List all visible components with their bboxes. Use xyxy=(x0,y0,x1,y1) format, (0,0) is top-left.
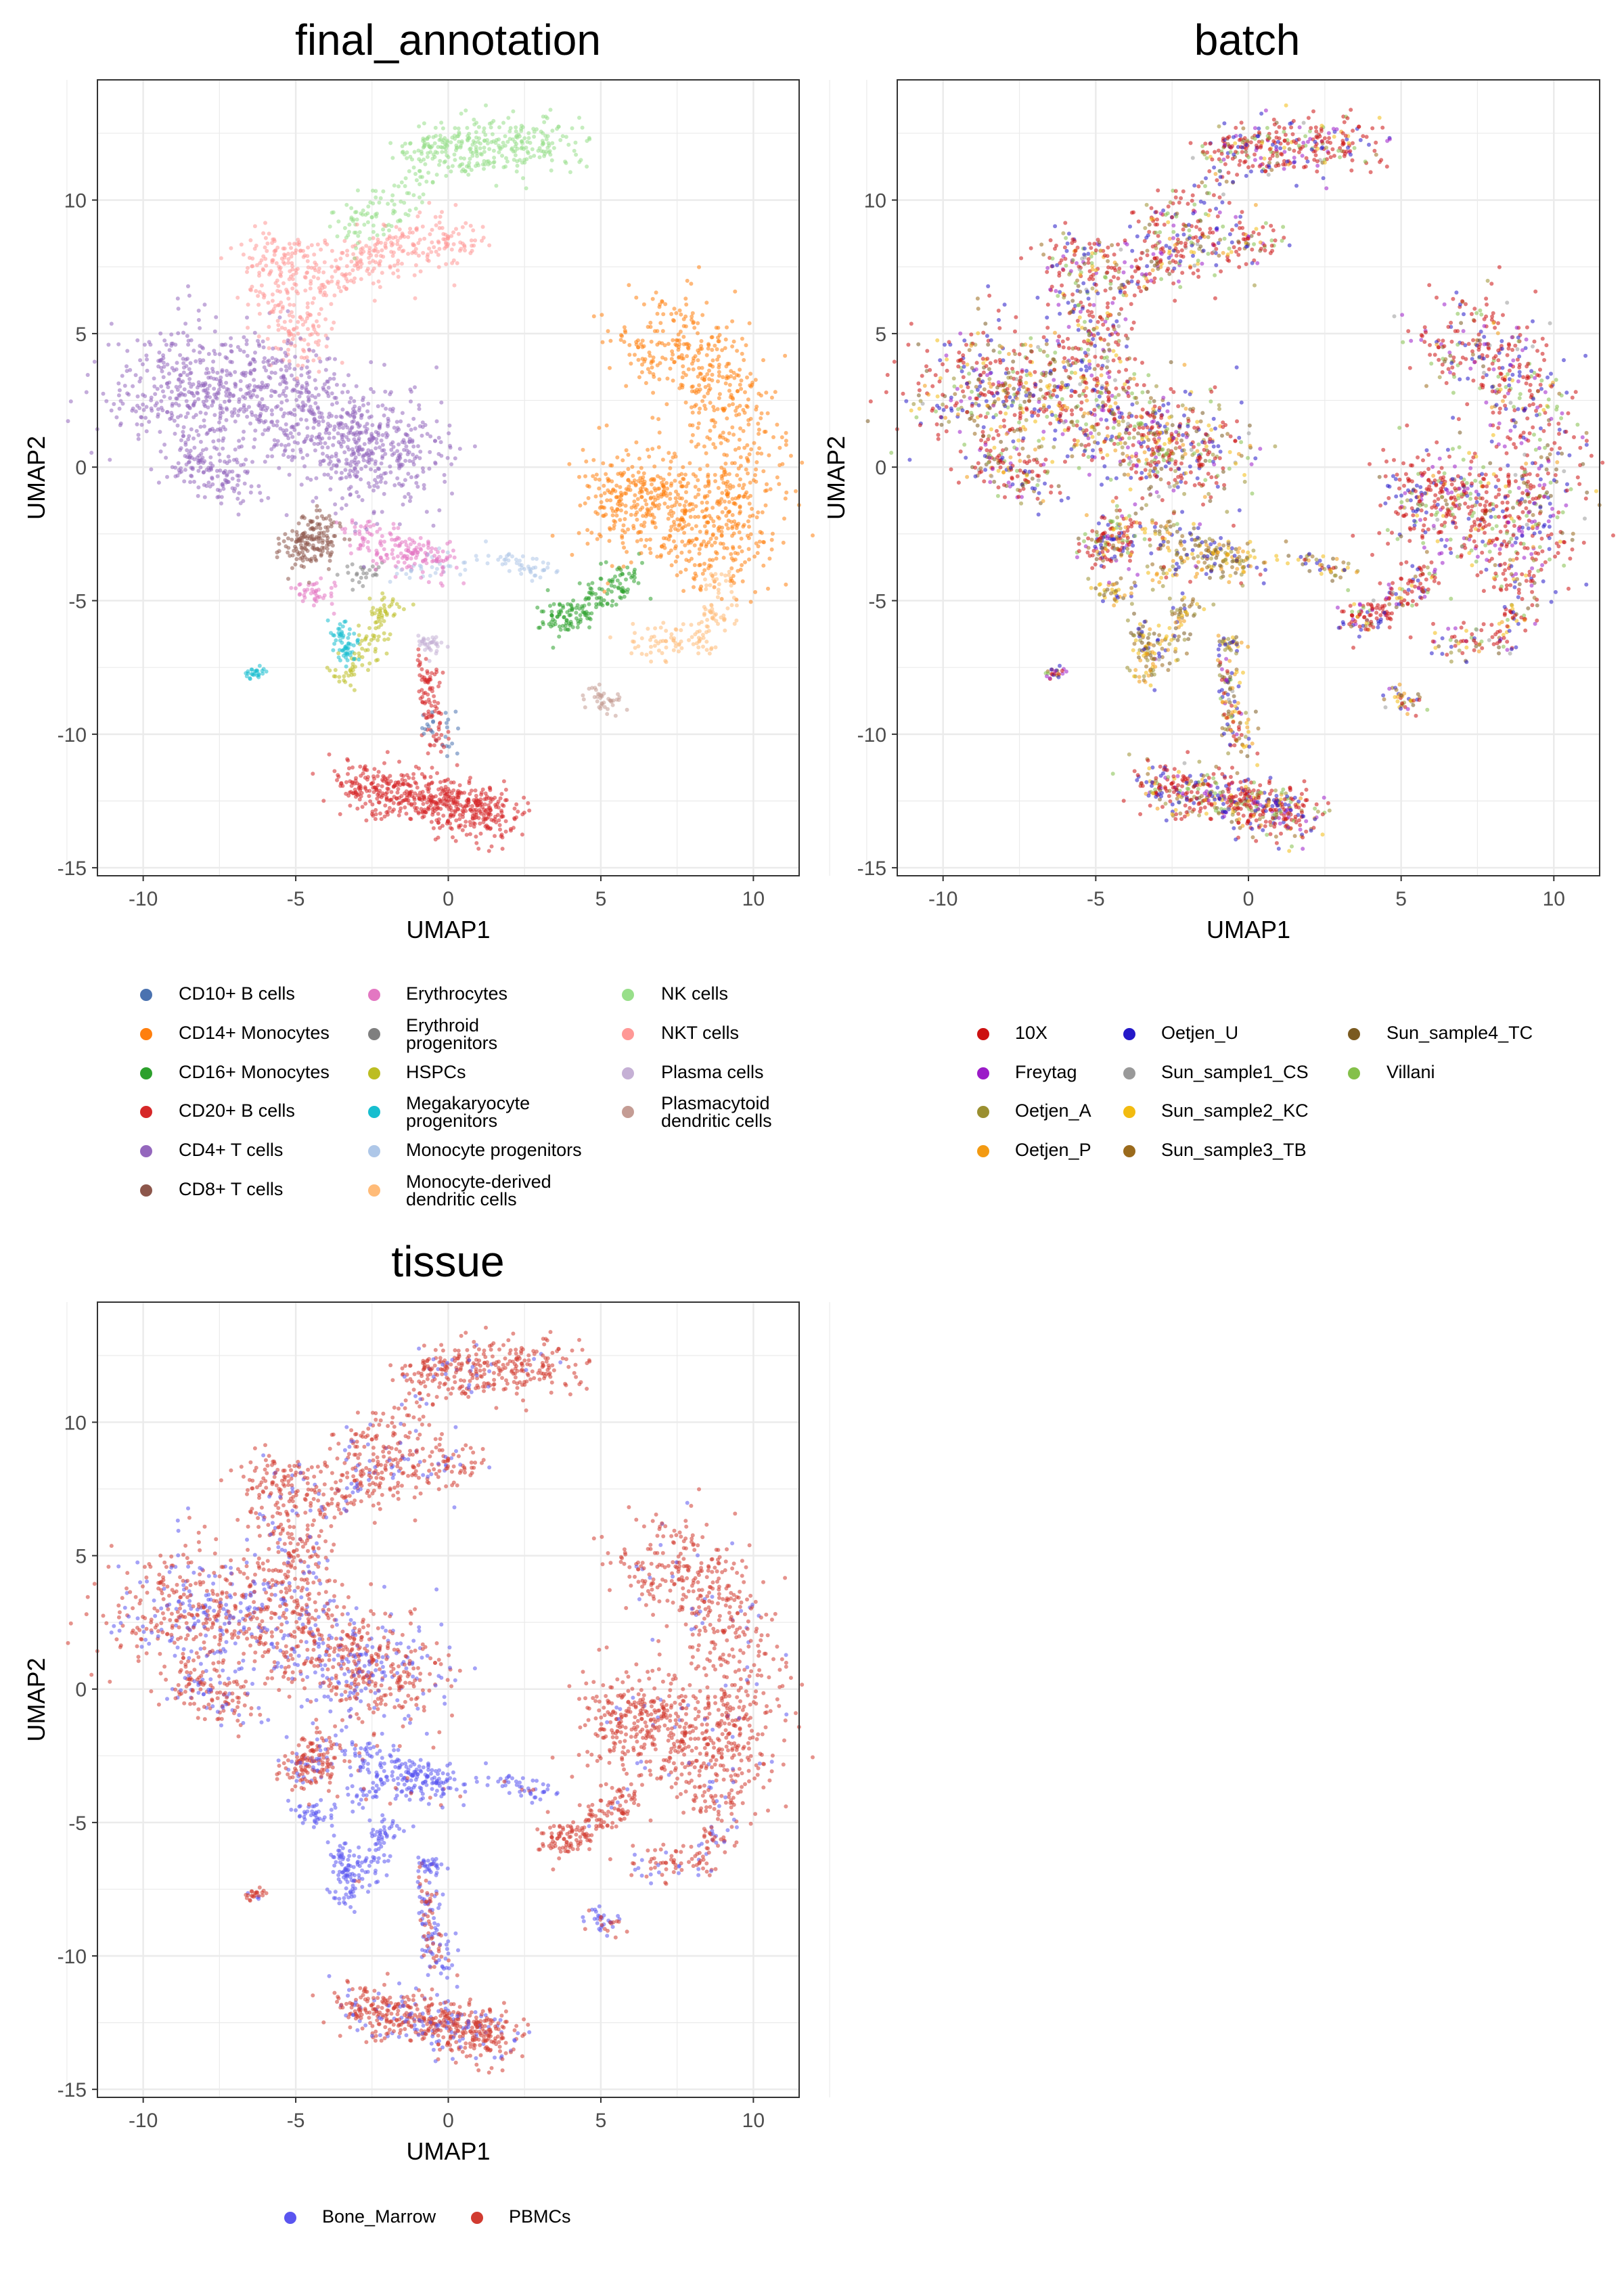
point xyxy=(646,367,650,372)
point xyxy=(541,560,545,564)
point xyxy=(185,334,189,338)
point xyxy=(330,265,334,269)
point xyxy=(392,263,397,268)
point xyxy=(680,375,685,380)
point xyxy=(346,772,350,776)
point xyxy=(348,468,353,473)
point xyxy=(254,244,258,248)
point xyxy=(336,280,340,284)
point xyxy=(333,357,337,361)
point xyxy=(309,477,313,482)
point xyxy=(594,472,599,477)
point xyxy=(263,356,267,361)
point xyxy=(369,467,373,472)
point xyxy=(724,522,729,527)
panel-title-annotation: final_annotation xyxy=(295,16,601,64)
point xyxy=(236,512,241,517)
point xyxy=(333,502,338,507)
point xyxy=(322,260,327,265)
panel-title-tissue: tissue xyxy=(391,1237,505,1286)
point xyxy=(708,537,713,541)
point xyxy=(421,192,426,197)
point xyxy=(290,310,294,315)
point xyxy=(693,495,698,499)
point xyxy=(597,426,602,430)
point xyxy=(252,445,256,449)
point xyxy=(612,523,616,528)
point xyxy=(371,229,376,234)
panel-title-batch: batch xyxy=(1194,16,1301,64)
point xyxy=(257,290,262,294)
point xyxy=(347,222,352,227)
point xyxy=(389,447,394,452)
point xyxy=(413,206,418,211)
point xyxy=(186,342,191,347)
point xyxy=(131,384,135,388)
point xyxy=(332,424,337,429)
points-layer xyxy=(66,103,815,853)
point xyxy=(286,577,290,581)
point xyxy=(141,407,146,412)
